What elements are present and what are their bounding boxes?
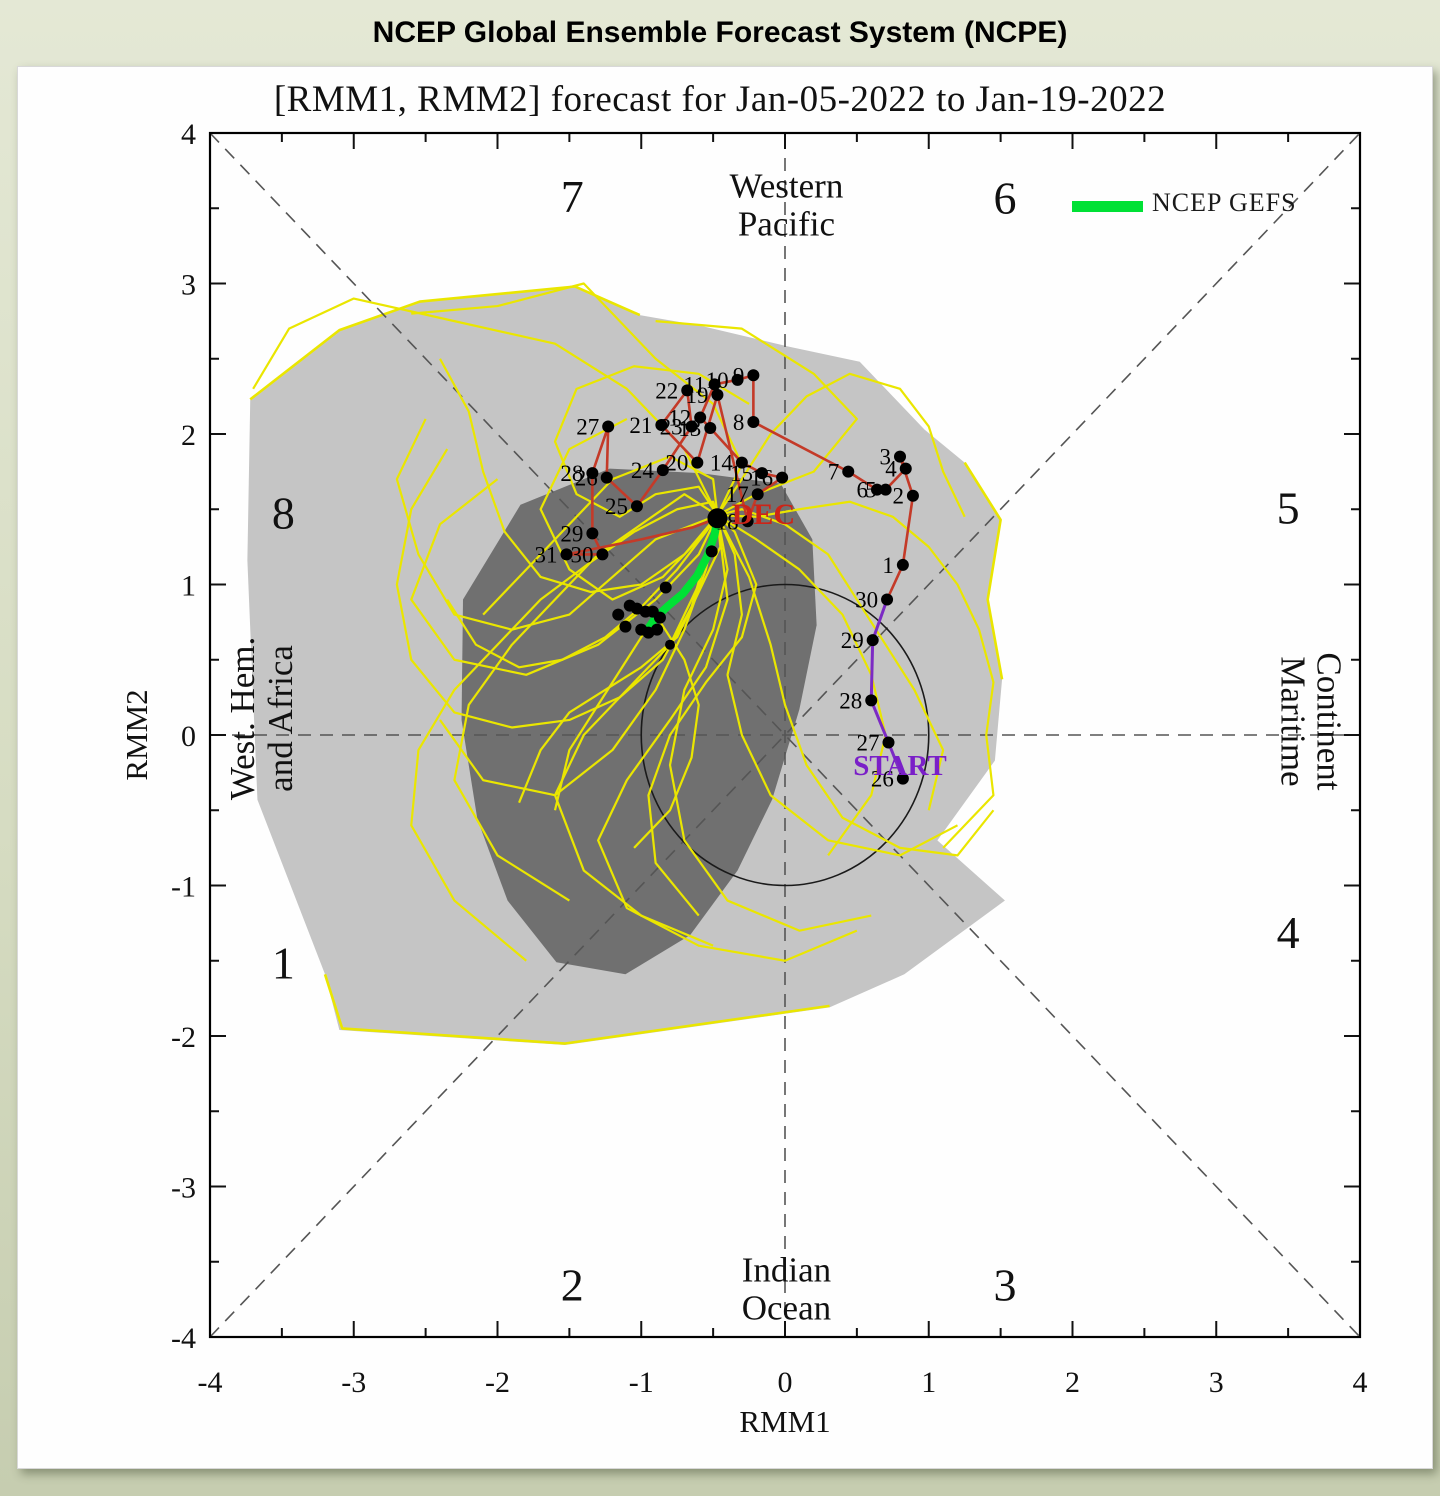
x-axis-title: RMM1 bbox=[739, 1404, 831, 1439]
chart-title: [RMM1, RMM2] forecast for Jan-05-2022 to… bbox=[273, 79, 1167, 120]
chart-panel bbox=[17, 66, 1433, 1469]
legend-label: NCEP GEFS bbox=[1152, 188, 1297, 217]
y-axis-title: RMM2 bbox=[119, 689, 154, 781]
legend-line-swatch bbox=[1072, 201, 1143, 212]
page-title: NCEP Global Ensemble Forecast System (NC… bbox=[372, 16, 1068, 49]
